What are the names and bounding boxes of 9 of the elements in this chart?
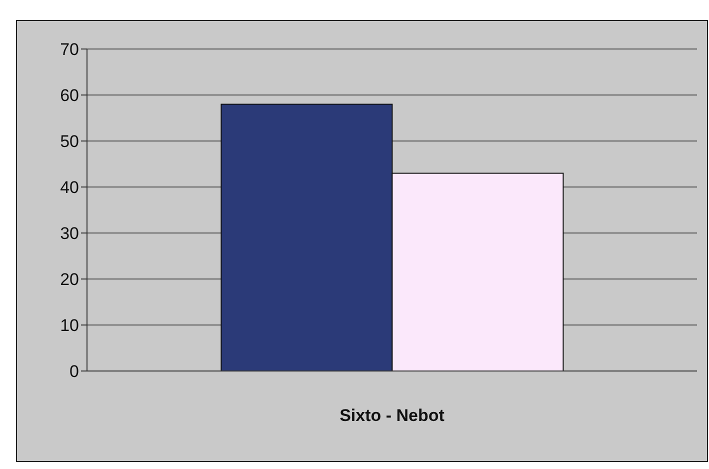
y-tick-label: 20	[60, 270, 79, 290]
y-tick-label: 40	[60, 178, 79, 198]
y-tick-label: 30	[60, 224, 79, 244]
y-tick-label: 10	[60, 316, 79, 336]
y-tick-label: 60	[60, 86, 79, 106]
y-tick-label: 0	[70, 362, 79, 382]
y-tick-label: 70	[60, 40, 79, 60]
x-tick-label: Sixto - Nebot	[340, 406, 445, 426]
y-tick-label: 50	[60, 132, 79, 152]
